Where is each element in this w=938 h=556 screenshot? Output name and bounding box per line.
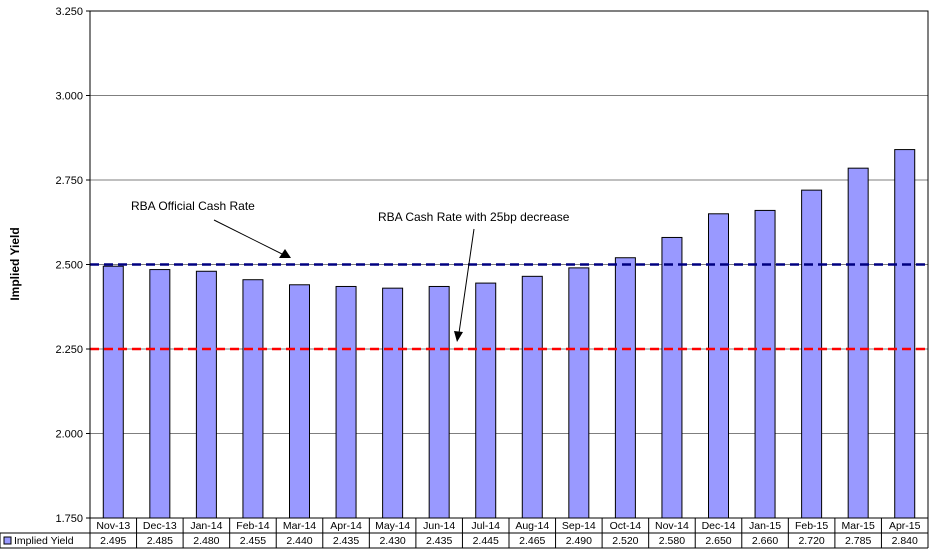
annotation-arrow-decrease (458, 228, 475, 334)
category-label: Jul-14 (471, 520, 500, 532)
category-label: Mar-15 (842, 520, 875, 532)
data-label: 2.720 (798, 535, 824, 547)
category-label: Jan-15 (749, 520, 781, 532)
category-label: Jan-14 (190, 520, 222, 532)
bar (428, 285, 450, 519)
category-label: Dec-14 (702, 520, 736, 532)
category-label: Dec-13 (143, 520, 177, 532)
annotation-official-cash-rate: RBA Official Cash Rate (131, 199, 255, 213)
data-label: 2.495 (100, 535, 126, 547)
category-label: Feb-14 (236, 520, 269, 532)
category-label: Oct-14 (610, 520, 642, 532)
data-label: 2.465 (519, 535, 545, 547)
bar (475, 282, 497, 519)
bar (335, 285, 357, 519)
annotation-arrowhead-official (279, 249, 291, 258)
y-tick-label: 1.750 (55, 513, 83, 525)
bar (521, 275, 543, 519)
y-tick-label: 2.000 (55, 429, 83, 441)
bar (195, 270, 217, 519)
series-name: Implied Yield (14, 535, 74, 547)
category-label: Aug-14 (515, 520, 549, 532)
data-label: 2.440 (286, 535, 312, 547)
data-label: 2.455 (240, 535, 266, 547)
bar (614, 257, 636, 519)
annotations: RBA Official Cash Rate RBA Cash Rate wit… (131, 199, 570, 342)
y-tick-label: 3.000 (55, 91, 83, 103)
bar (382, 287, 404, 519)
category-label: Jun-14 (423, 520, 455, 532)
category-label: Apr-15 (889, 520, 921, 532)
category-label: May-14 (375, 520, 410, 532)
data-table: Nov-13 2.495 Dec-13 2.485 Jan-14 2.480 Feb-14 2… (0, 518, 929, 549)
bar (102, 265, 124, 519)
y-tick-label: 3.250 (55, 6, 83, 18)
y-tick-label: 2.250 (55, 344, 83, 356)
annotation-25bp-decrease: RBA Cash Rate with 25bp decrease (378, 210, 570, 224)
data-label: 2.490 (566, 535, 592, 547)
data-label: 2.840 (892, 535, 918, 547)
bar (568, 267, 590, 519)
data-label: 2.785 (845, 535, 871, 547)
bar (708, 213, 729, 519)
annotation-arrow-official (213, 219, 285, 256)
data-label: 2.430 (379, 535, 405, 547)
y-tick-label: 2.750 (55, 175, 83, 187)
y-axis-ticks: 1.750 2.000 2.250 2.500 2.750 3.000 3.250 (55, 6, 90, 525)
bar (661, 236, 683, 519)
bar (801, 189, 823, 519)
data-label: 2.435 (426, 535, 452, 547)
data-label: 2.445 (473, 535, 499, 547)
category-label: Apr-14 (330, 520, 362, 532)
y-tick-label: 2.500 (55, 260, 83, 272)
bar (149, 269, 171, 519)
legend-key (3, 536, 12, 545)
data-label: 2.520 (612, 535, 638, 547)
bar (242, 279, 264, 519)
y-axis-label: Implied Yield (8, 227, 22, 300)
data-label: 2.480 (193, 535, 219, 547)
category-label: Mar-14 (283, 520, 316, 532)
category-label: Nov-14 (655, 520, 689, 532)
bar (289, 284, 310, 519)
bar (754, 209, 776, 519)
data-label: 2.485 (147, 535, 173, 547)
bars (102, 149, 916, 519)
annotation-arrowhead-decrease (454, 331, 463, 342)
data-label: 2.650 (705, 535, 731, 547)
category-label: Feb-15 (795, 520, 828, 532)
data-label: 2.435 (333, 535, 359, 547)
data-label: 2.580 (659, 535, 685, 547)
category-label: Nov-13 (96, 520, 130, 532)
category-label: Sep-14 (562, 520, 596, 532)
bar (847, 167, 869, 519)
data-label: 2.660 (752, 535, 778, 547)
bar (894, 149, 916, 519)
